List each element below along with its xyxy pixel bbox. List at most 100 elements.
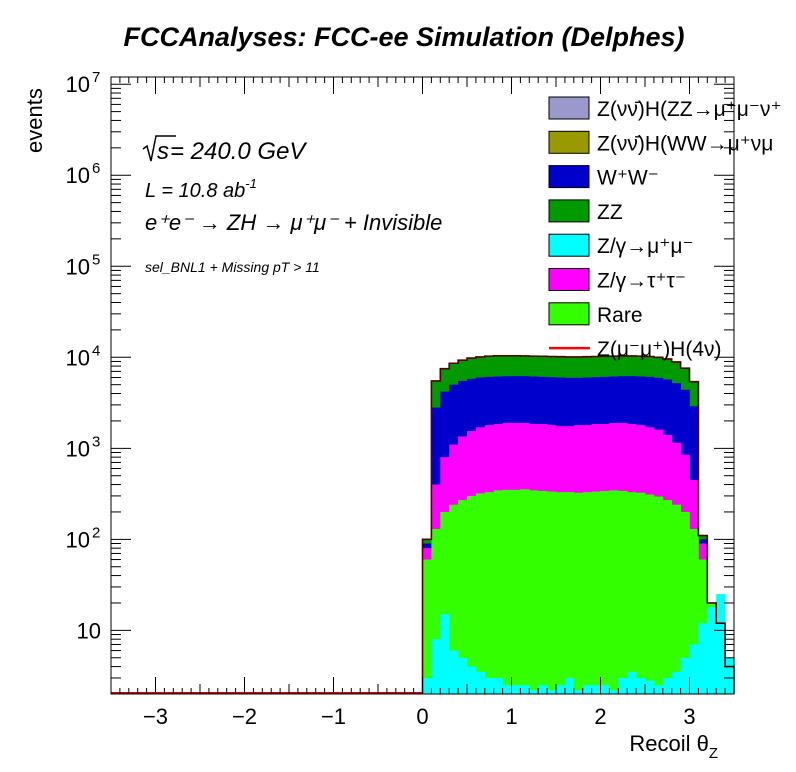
bar-z-2 — [440, 614, 450, 694]
bar-z-33 — [716, 594, 726, 694]
bar-z-29 — [680, 657, 690, 694]
bar-rare-1 — [431, 528, 441, 694]
annotation-lumi: L = 10.8 ab-1 — [145, 176, 257, 202]
x-axis: −3 −2 −1 0 1 2 3 — [110, 77, 735, 729]
bar-rare-27 — [662, 500, 673, 694]
y-tick-label: 10 — [77, 618, 101, 643]
legend-label: Rare — [597, 304, 643, 327]
legend-swatch — [548, 302, 590, 326]
bar-z-24 — [636, 677, 646, 694]
bar-z-22 — [618, 677, 628, 694]
legend-label: Z(νν̄)H(WW→μ⁺νμ — [597, 132, 773, 155]
x-tick-label: −3 — [143, 704, 168, 729]
legend-label: Z/γ→μ⁺μ⁻ — [597, 235, 694, 258]
bar-z-3 — [449, 650, 459, 694]
x-tick-label: 3 — [683, 704, 695, 729]
bar-z-23 — [627, 671, 637, 694]
bar-rare-18 — [582, 492, 592, 694]
legend-swatch — [548, 233, 590, 257]
bar-z-34 — [725, 657, 735, 694]
bar-z-11 — [520, 685, 530, 694]
bar-rare-6 — [475, 493, 486, 694]
bar-rare-16 — [564, 492, 575, 694]
annotation-selection: sel_BNL1 + Missing pT > 11 — [145, 259, 320, 275]
bar-rare-24 — [636, 492, 646, 694]
legend-label: Z/γ→τ⁺τ⁻ — [597, 270, 686, 293]
x-tick-label: −2 — [232, 704, 257, 729]
chart-title: FCCAnalyses: FCC-ee Simulation (Delphes) — [123, 22, 684, 52]
bar-z-12 — [529, 690, 539, 694]
bar-rare-8 — [493, 490, 503, 694]
bar-z-0 — [422, 677, 432, 694]
bar-z-18 — [582, 685, 592, 694]
bar-z-8 — [493, 677, 503, 694]
x-axis-label: Recoil θZ — [629, 731, 718, 762]
y-tick-label: 10 — [66, 436, 90, 461]
stack-outline — [111, 354, 735, 695]
bar-z-26 — [653, 685, 664, 694]
legend-swatch — [548, 268, 590, 291]
annotation-lumi-main: L = 10.8 ab — [145, 180, 245, 202]
y-tick-label-exp: 6 — [92, 160, 100, 177]
bar-z-32 — [707, 607, 717, 694]
bar-z-30 — [689, 644, 699, 694]
y-tick-label: 10 — [66, 72, 90, 97]
bar-rare-23 — [627, 492, 637, 694]
legend: Z(νν̄)H(ZZ→μ⁺μ⁻ν⁺ Z(νν̄)H(WW→μ⁺νμ W⁺W⁻ ZZ Z/… — [548, 96, 782, 361]
legend-label: Z(μ⁻μ⁺)H(4ν) — [597, 338, 722, 361]
legend-swatch — [548, 96, 590, 120]
annotations: s = 240.0 GeV L = 10.8 ab-1 e⁺e⁻ → ZH → … — [142, 135, 442, 275]
bar-z-21 — [609, 690, 619, 694]
bar-z-4 — [458, 657, 468, 694]
x-tick-label: 1 — [505, 704, 517, 729]
bar-rare-26 — [653, 496, 664, 694]
bar-rare-10 — [511, 489, 521, 694]
y-tick-label: 10 — [66, 345, 90, 370]
bar-z-27 — [662, 677, 673, 694]
bar-rare-14 — [547, 491, 557, 694]
bar-rare-7 — [484, 492, 495, 694]
x-tick-label: 2 — [594, 704, 606, 729]
bar-rare-11 — [520, 489, 530, 694]
y-tick-label: 10 — [66, 254, 90, 279]
y-tick-label-exp: 3 — [92, 433, 100, 450]
annotation-energy: = 240.0 GeV — [170, 138, 307, 165]
annotation-lumi-exp: -1 — [245, 176, 257, 191]
bar-z-1 — [431, 639, 441, 694]
bar-z-17 — [573, 690, 584, 694]
legend-swatch — [548, 199, 590, 223]
y-tick-label: 10 — [66, 163, 90, 188]
bar-rare-9 — [502, 489, 512, 694]
bar-z-28 — [671, 671, 681, 694]
annotation-sqrt-s: s — [157, 138, 169, 165]
bar-rare-21 — [609, 490, 619, 694]
bar-rare-20 — [600, 490, 610, 694]
bar-rare-17 — [573, 492, 584, 694]
y-tick-label: 10 — [66, 527, 90, 552]
legend-label: Z(νν̄)H(ZZ→μ⁺μ⁻ν⁺ — [597, 98, 782, 121]
bar-z-16 — [564, 677, 575, 694]
bar-rare-30 — [689, 528, 699, 694]
y-tick-label-exp: 5 — [92, 251, 100, 268]
bar-rare-29 — [680, 511, 690, 694]
bar-rare-0 — [422, 559, 432, 694]
sqrt-symbol — [142, 135, 176, 162]
bar-z-25 — [645, 680, 655, 694]
signal-line — [111, 354, 735, 695]
annotation-process: e⁺e⁻ → ZH → μ⁺μ⁻ + Invisible — [145, 210, 442, 235]
bar-z-20 — [600, 685, 610, 694]
bar-z-19 — [591, 685, 601, 694]
x-axis-label-sub: Z — [709, 745, 718, 762]
stacked-bars — [422, 355, 735, 694]
bar-z-6 — [475, 671, 486, 694]
bar-z-10 — [511, 685, 521, 694]
bar-z-31 — [698, 623, 708, 694]
bar-rare-3 — [449, 504, 459, 694]
legend-label: ZZ — [597, 201, 623, 224]
bar-rare-28 — [671, 504, 681, 694]
bar-z-9 — [502, 685, 512, 694]
bar-rare-22 — [618, 490, 628, 694]
x-tick-label: −1 — [321, 704, 346, 729]
